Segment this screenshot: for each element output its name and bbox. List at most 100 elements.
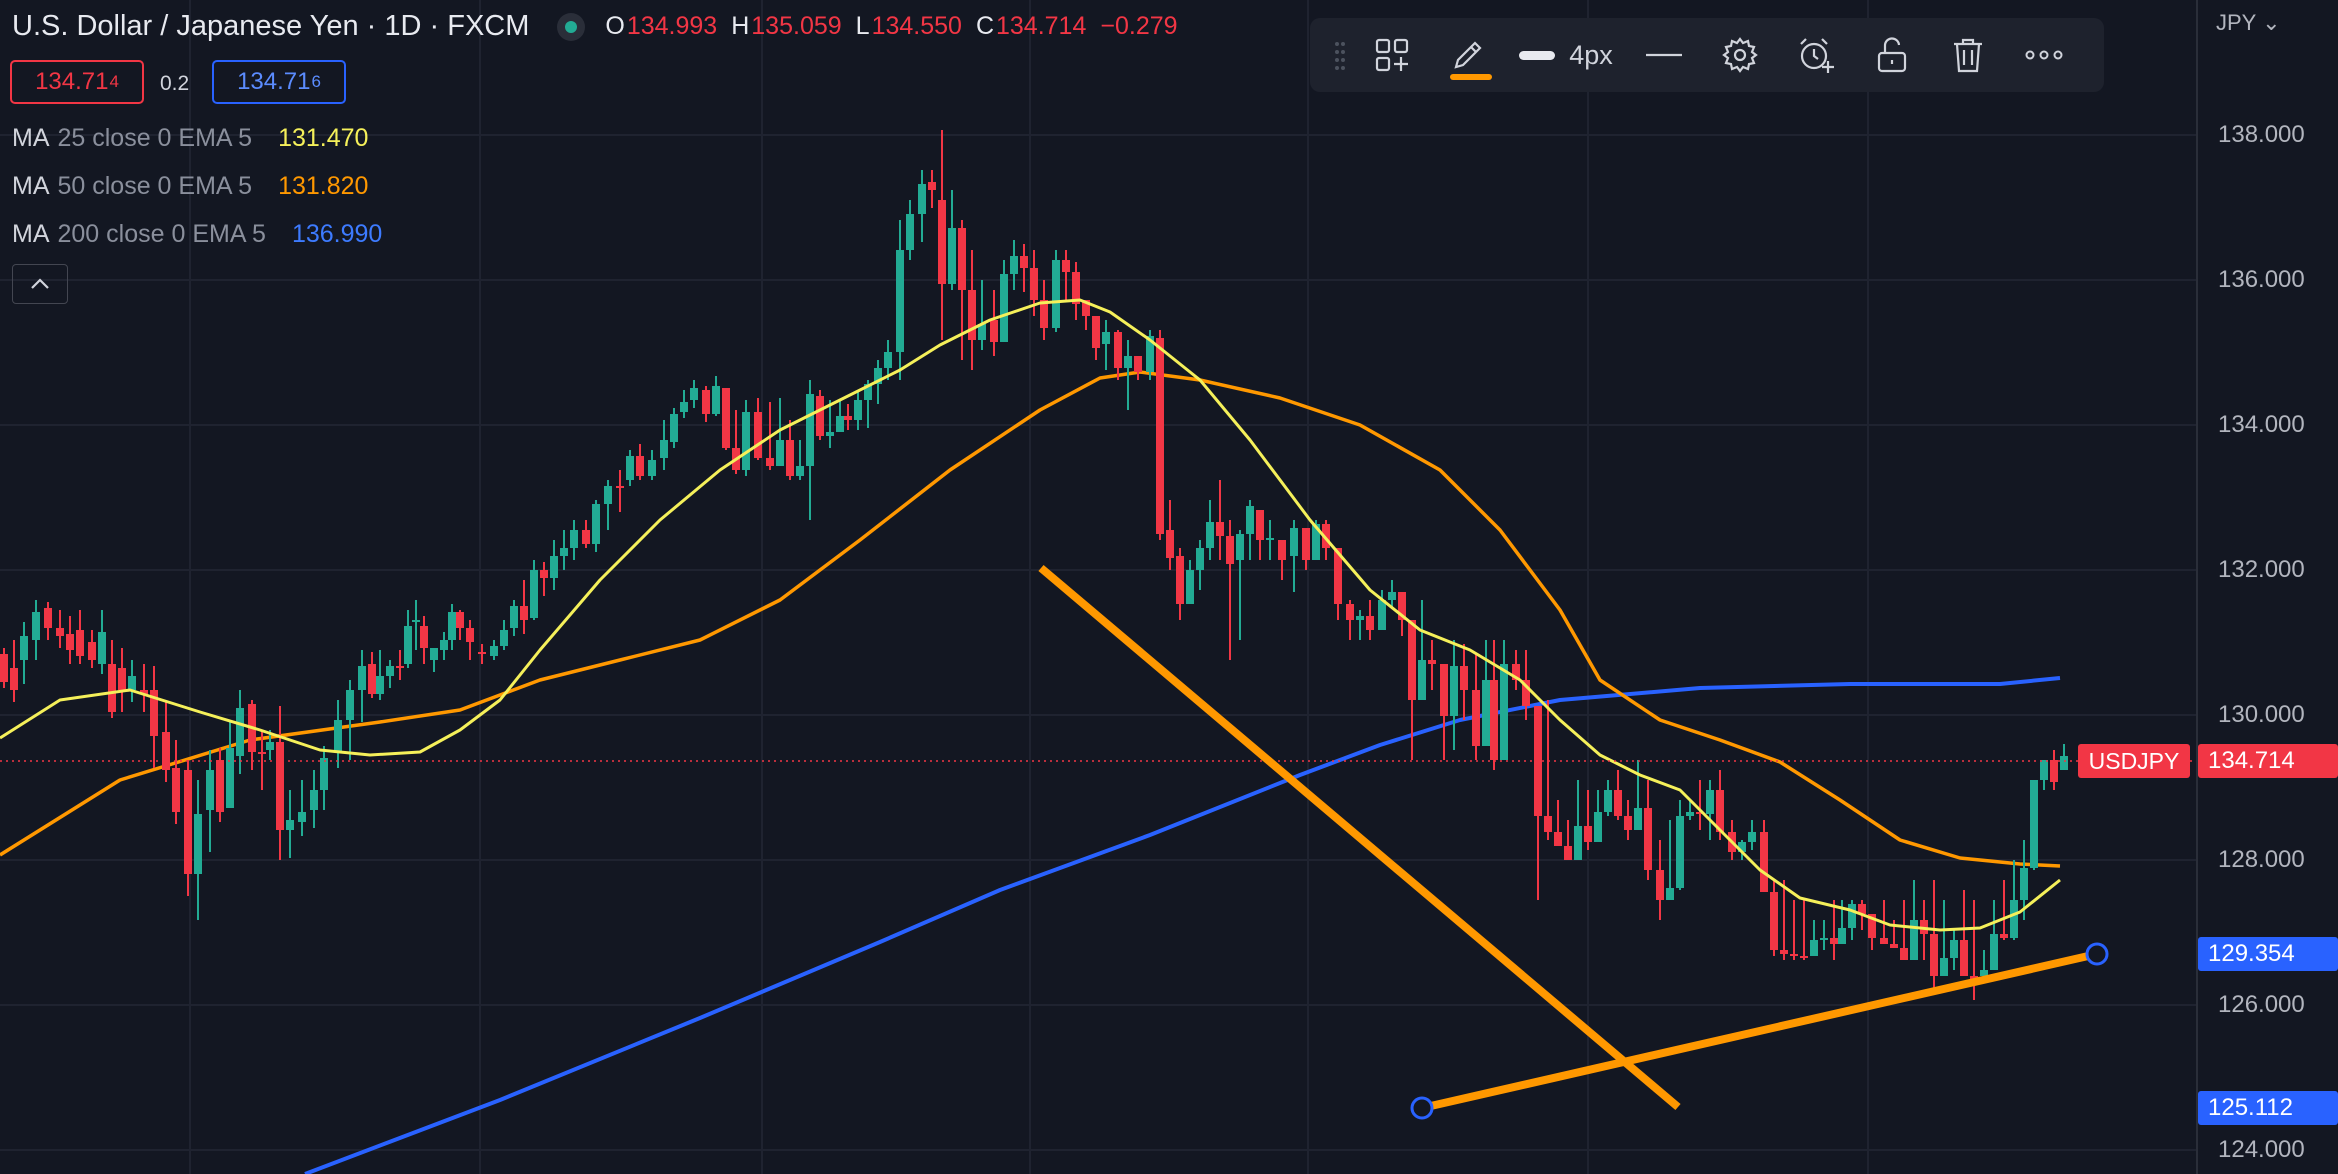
candle[interactable] [1656, 840, 1664, 920]
candle[interactable] [1156, 330, 1164, 540]
candle[interactable] [2020, 840, 2028, 920]
candle[interactable] [1114, 330, 1122, 380]
candle[interactable] [1266, 520, 1274, 560]
candle[interactable] [1482, 640, 1490, 746]
candle[interactable] [500, 620, 508, 650]
candle[interactable] [286, 790, 294, 858]
candle[interactable] [1428, 640, 1436, 690]
candle[interactable] [368, 652, 376, 698]
candle[interactable] [1676, 800, 1684, 890]
market-status-icon[interactable] [557, 12, 586, 41]
candle[interactable] [258, 730, 266, 790]
candle[interactable] [1594, 790, 1602, 842]
candle[interactable] [334, 700, 342, 768]
candle[interactable] [806, 380, 814, 520]
candle[interactable] [1356, 610, 1364, 640]
candle[interactable] [1092, 316, 1100, 360]
candle[interactable] [1614, 770, 1622, 820]
candle[interactable] [1748, 820, 1756, 850]
candle[interactable] [320, 746, 328, 810]
candle[interactable] [854, 390, 862, 430]
candle[interactable] [1134, 356, 1142, 380]
candle[interactable] [540, 562, 548, 596]
indicator-legend-ma200[interactable]: MA 200 close 0 EMA 5 136.990 [12, 220, 382, 249]
candle[interactable] [1980, 950, 1988, 980]
candle[interactable] [938, 130, 946, 340]
line-color-button[interactable] [1430, 18, 1506, 92]
candle[interactable] [1534, 706, 1542, 900]
candle[interactable] [978, 280, 986, 350]
candle[interactable] [206, 750, 214, 852]
candle[interactable] [1020, 244, 1028, 292]
candle[interactable] [786, 420, 794, 480]
candle[interactable] [76, 610, 84, 664]
candle[interactable] [1388, 580, 1396, 608]
candle[interactable] [1236, 530, 1244, 640]
descending-trendline[interactable] [1038, 564, 1681, 1111]
candle[interactable] [236, 690, 244, 774]
candle[interactable] [2000, 880, 2008, 940]
candle[interactable] [1604, 780, 1612, 816]
candle[interactable] [376, 650, 384, 700]
candle[interactable] [1686, 800, 1694, 820]
candle[interactable] [670, 408, 678, 448]
candle[interactable] [754, 398, 762, 460]
candle[interactable] [396, 650, 404, 680]
candle[interactable] [44, 602, 52, 640]
candle[interactable] [172, 740, 180, 824]
currency-selector[interactable]: JPY ⌄ [2216, 10, 2281, 36]
candle[interactable] [1554, 800, 1562, 846]
candle[interactable] [1584, 790, 1592, 850]
ma-25-line[interactable] [0, 298, 2061, 932]
candle[interactable] [2010, 860, 2018, 940]
candle[interactable] [918, 170, 926, 242]
candle[interactable] [56, 610, 64, 648]
candle[interactable] [1800, 900, 1808, 960]
candle[interactable] [440, 632, 448, 660]
candle[interactable] [1278, 540, 1286, 580]
candle[interactable] [2050, 750, 2058, 790]
candle[interactable] [128, 660, 136, 702]
candle[interactable] [570, 520, 578, 560]
candle[interactable] [1290, 520, 1298, 592]
candle[interactable] [702, 386, 710, 422]
candle[interactable] [582, 520, 590, 548]
candle[interactable] [162, 700, 170, 782]
candle[interactable] [1760, 820, 1768, 892]
candle[interactable] [1900, 900, 1908, 960]
candle[interactable] [1256, 510, 1264, 560]
candle[interactable] [448, 604, 456, 650]
candle[interactable] [836, 400, 844, 432]
indicator-legend-ma50[interactable]: MA 50 close 0 EMA 5 131.820 [12, 172, 368, 201]
candle[interactable] [310, 770, 318, 828]
candle[interactable] [140, 664, 148, 712]
candle[interactable] [1062, 250, 1070, 300]
candle[interactable] [690, 380, 698, 408]
candle[interactable] [1082, 300, 1090, 330]
candle[interactable] [0, 648, 8, 688]
candle[interactable] [1246, 500, 1254, 560]
candle[interactable] [108, 640, 116, 718]
candle[interactable] [742, 400, 750, 476]
candle[interactable] [1450, 640, 1458, 750]
candle[interactable] [1334, 548, 1342, 620]
lock-button[interactable] [1854, 18, 1930, 92]
candle[interactable] [1366, 600, 1374, 640]
candle[interactable] [490, 640, 498, 660]
candle[interactable] [248, 700, 256, 770]
candle[interactable] [1940, 900, 1948, 976]
more-button[interactable] [2006, 18, 2082, 92]
candle[interactable] [456, 610, 464, 640]
candle[interactable] [1302, 528, 1310, 570]
candle[interactable] [98, 610, 106, 674]
candle[interactable] [430, 648, 438, 672]
candle[interactable] [1010, 240, 1018, 290]
candle[interactable] [896, 220, 904, 380]
candle[interactable] [1052, 250, 1060, 332]
candle[interactable] [816, 390, 824, 440]
templates-button[interactable] [1354, 18, 1430, 92]
candle[interactable] [1176, 548, 1184, 620]
candle[interactable] [1460, 644, 1468, 720]
candle[interactable] [346, 680, 354, 760]
symbol-legend[interactable]: U.S. Dollar / Japanese Yen · 1D · FXCM O… [12, 10, 1178, 43]
